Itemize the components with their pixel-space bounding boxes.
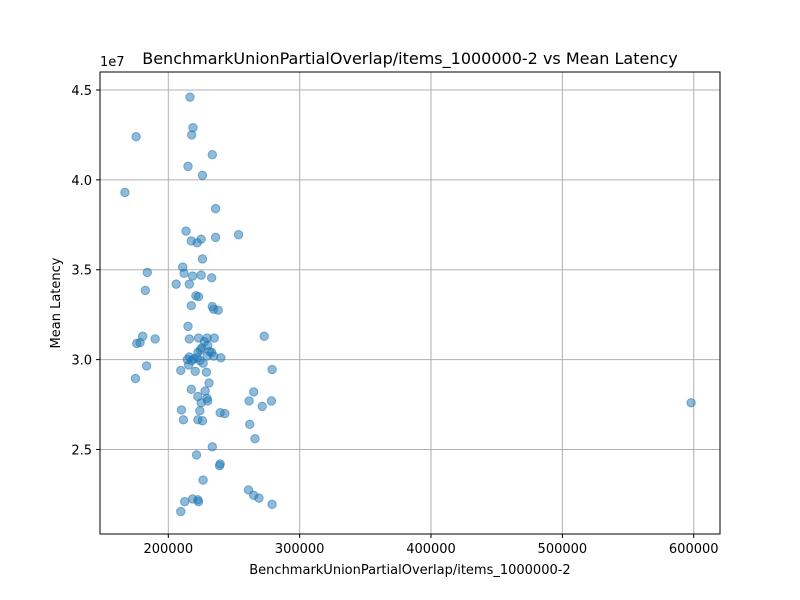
data-point	[195, 406, 205, 416]
data-point	[186, 384, 196, 394]
data-point	[150, 334, 160, 344]
data-point	[267, 499, 277, 510]
data-point	[178, 415, 189, 425]
data-point	[140, 285, 151, 296]
data-point	[120, 187, 130, 198]
data-point	[176, 405, 187, 415]
data-point	[186, 130, 197, 140]
data-point	[266, 396, 277, 406]
data-point	[197, 416, 208, 426]
x-tick-label: 300000	[275, 542, 325, 557]
y-tick-label: 4.0	[71, 174, 92, 189]
data-point	[220, 408, 230, 419]
data-point	[141, 361, 152, 371]
data-point	[195, 345, 206, 355]
data-point	[209, 333, 219, 343]
data-point	[181, 226, 191, 236]
data-point	[196, 398, 206, 408]
y-tick-label: 4.5	[71, 84, 92, 99]
x-tick-label: 500000	[538, 542, 588, 557]
data-point	[183, 321, 193, 332]
data-point	[207, 442, 218, 452]
y-tick-label: 3.0	[71, 354, 92, 369]
data-point	[259, 331, 269, 341]
y-axis-ticks: 2.5 3.0 3.5 4.0 4.5	[71, 84, 100, 459]
data-point	[201, 367, 212, 377]
data-point	[244, 396, 254, 406]
data-point	[196, 234, 206, 244]
data-point	[176, 365, 186, 376]
data-point	[190, 366, 200, 377]
data-point	[130, 373, 141, 384]
data-point	[207, 149, 218, 160]
x-tick-label: 600000	[669, 542, 719, 557]
data-point	[208, 351, 219, 361]
x-axis-label: BenchmarkUnionPartialOverlap/items_10000…	[249, 563, 570, 578]
x-tick-label: 400000	[406, 542, 456, 557]
data-point	[132, 338, 142, 349]
data-point	[187, 271, 198, 281]
data-points	[120, 92, 696, 517]
data-point	[198, 358, 208, 368]
data-point	[213, 305, 223, 315]
data-point	[131, 132, 141, 142]
data-point	[214, 460, 225, 471]
data-point	[184, 334, 195, 344]
data-point	[210, 232, 221, 243]
data-point	[179, 268, 189, 279]
data-point	[267, 364, 277, 375]
y-axis-label: Mean Latency	[49, 257, 64, 348]
data-point	[191, 450, 202, 460]
x-axis-ticks: 200000 300000 400000 500000 600000	[143, 534, 719, 557]
plot-frame	[99, 71, 721, 535]
data-point	[186, 300, 196, 311]
data-point	[193, 292, 204, 302]
data-point	[686, 398, 696, 408]
data-point	[245, 419, 255, 430]
data-point	[248, 387, 259, 397]
y-tick-label: 2.5	[71, 444, 92, 459]
data-point	[176, 506, 186, 517]
data-point	[193, 496, 204, 507]
data-point	[198, 475, 208, 485]
data-point	[257, 401, 267, 412]
data-point	[183, 360, 194, 370]
data-point	[210, 203, 221, 214]
chart-title: BenchmarkUnionPartialOverlap/items_10000…	[142, 49, 678, 69]
x-tick-label: 200000	[143, 542, 193, 557]
data-point	[254, 493, 264, 503]
data-point	[196, 270, 206, 280]
data-point	[233, 229, 244, 240]
data-point	[142, 267, 152, 278]
data-point	[184, 279, 195, 289]
data-point	[185, 92, 195, 102]
data-point	[197, 254, 208, 264]
data-point	[180, 496, 190, 507]
y-tick-label: 3.5	[71, 264, 92, 279]
y-offset-label: 1e7	[100, 55, 125, 70]
data-point	[250, 434, 260, 444]
data-point	[171, 279, 181, 289]
data-point	[206, 273, 217, 283]
data-point	[204, 378, 214, 388]
data-point	[183, 161, 193, 172]
data-point	[197, 170, 208, 181]
